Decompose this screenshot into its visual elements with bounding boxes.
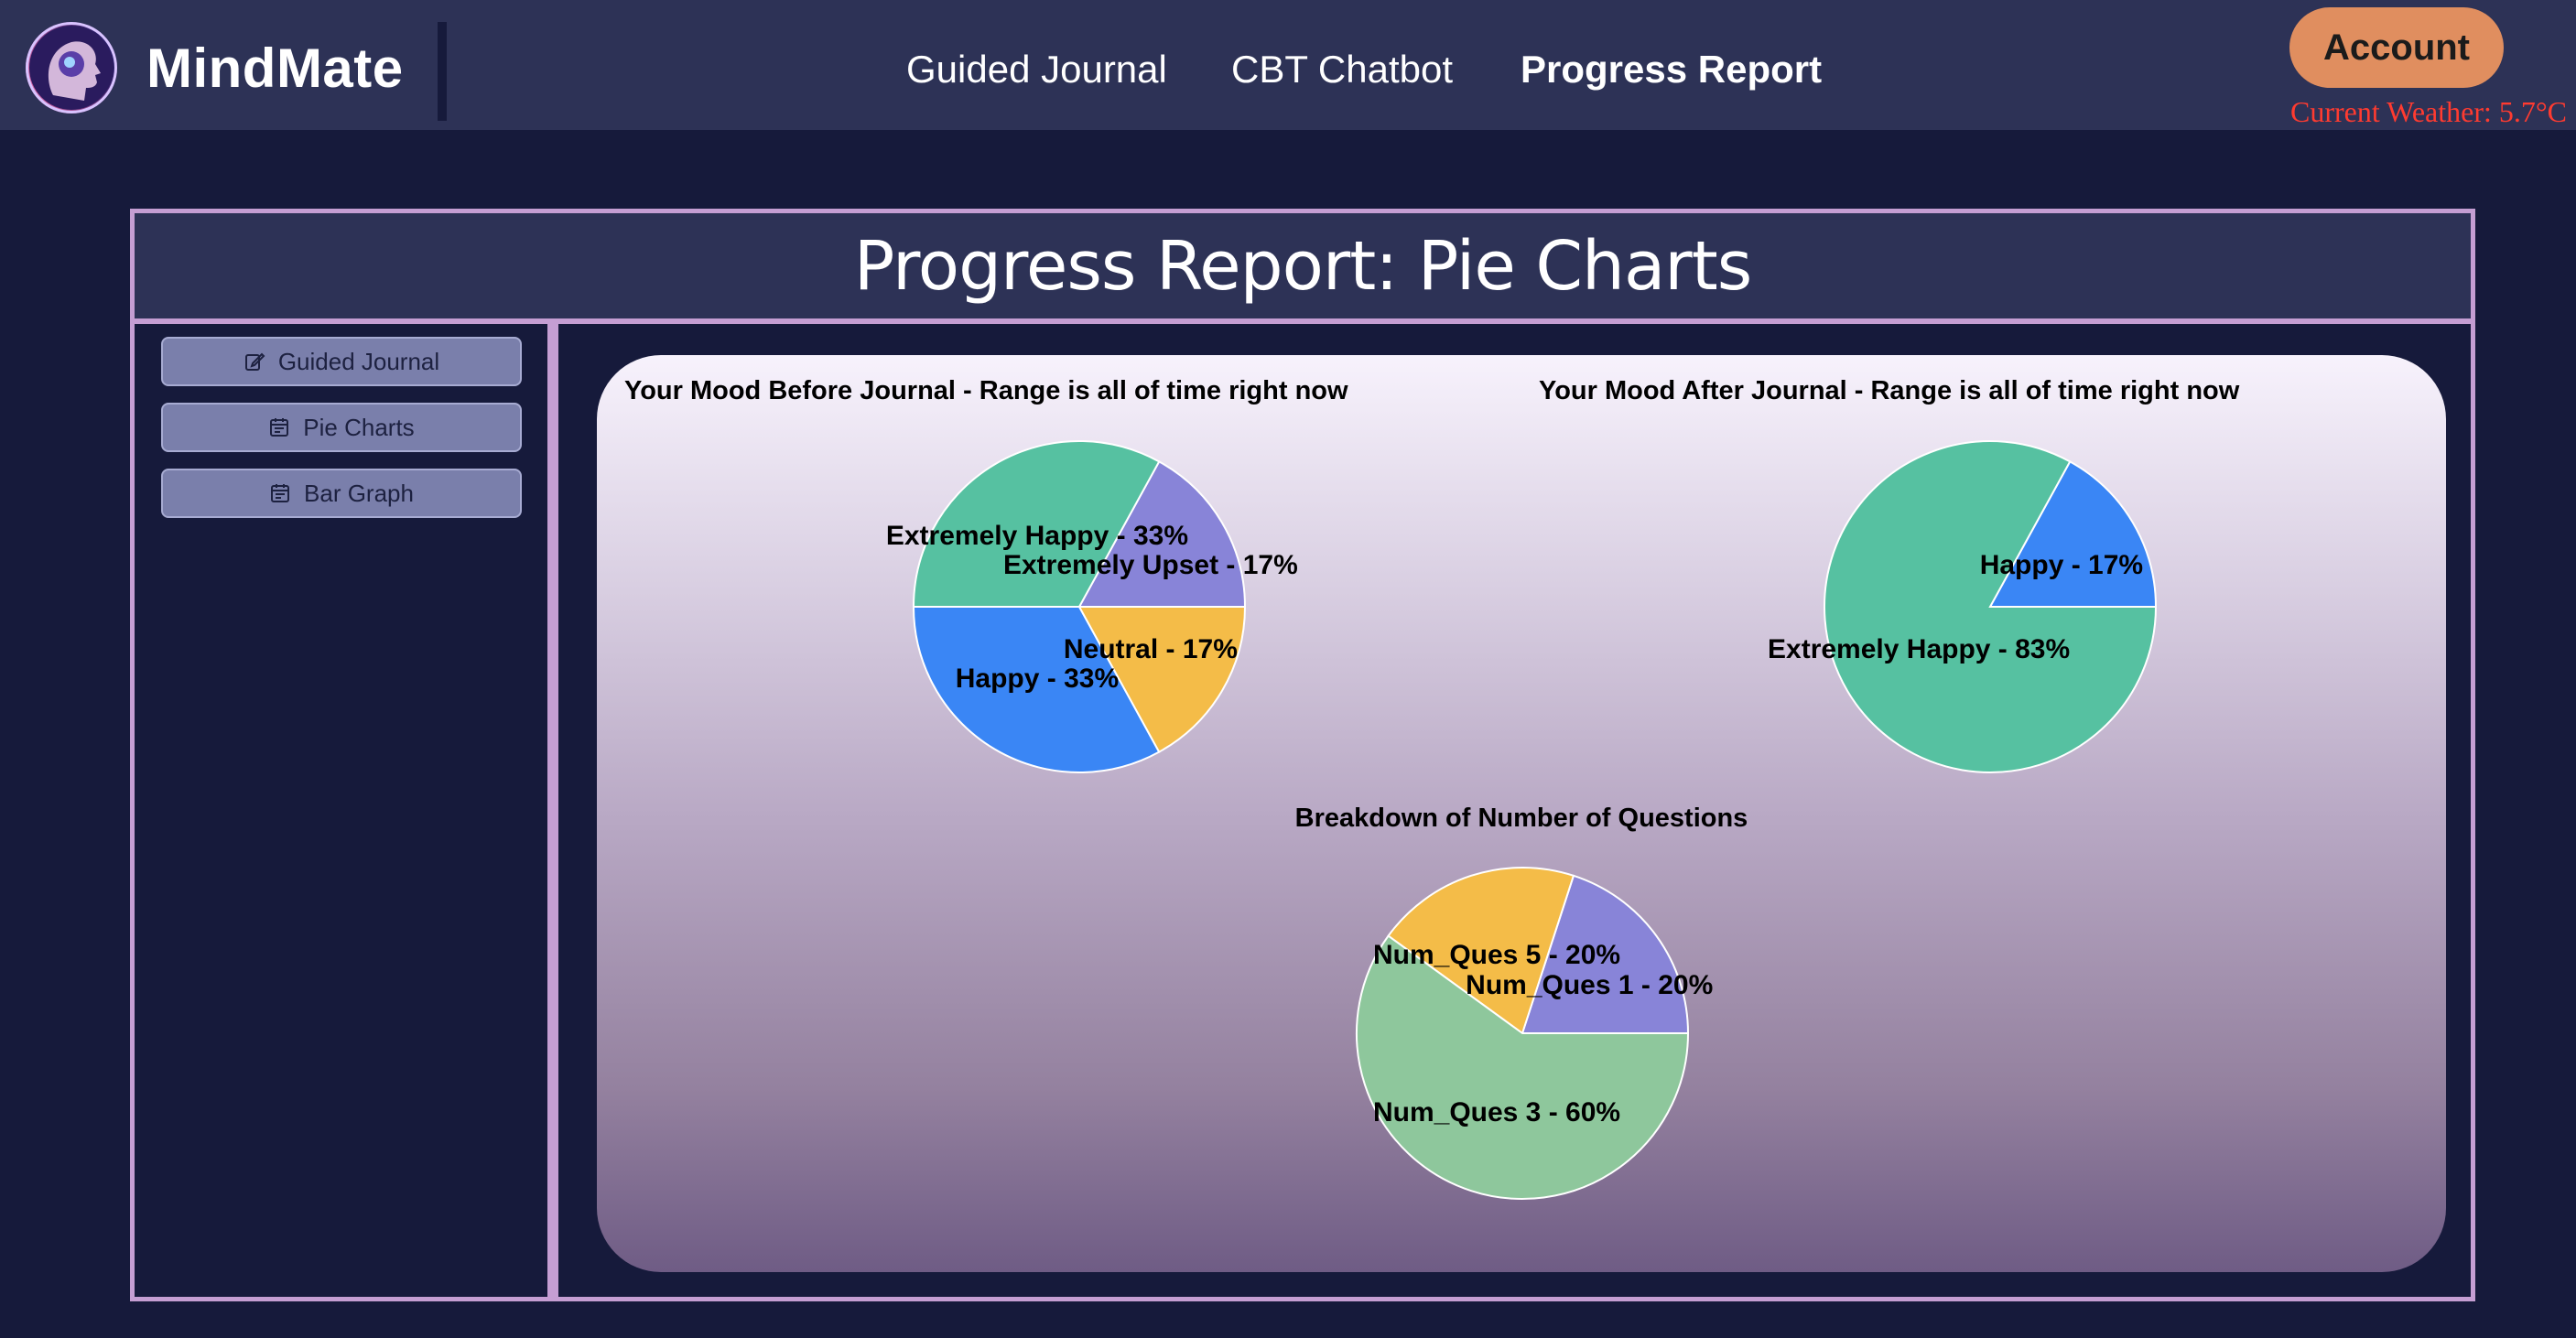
pie-slice-num-ques-1[interactable] (1521, 874, 1690, 1034)
edit-icon (244, 352, 265, 371)
report-header (135, 213, 2471, 318)
chart-title-questions: Breakdown of Number of Questions (1295, 804, 1748, 833)
slice-label-happy: Happy - 17% (1980, 550, 2143, 580)
header-divider (135, 318, 2471, 324)
pie-mood-before: Extremely Upset - 17%Extremely Happy - 3… (886, 440, 1298, 773)
sidebar-item-label: Bar Graph (304, 479, 414, 507)
slice-label-happy: Happy - 33% (956, 664, 1119, 694)
brand-divider (438, 22, 447, 121)
brand-name[interactable]: MindMate (146, 38, 404, 99)
slice-label-num-ques-3: Num_Ques 3 - 60% (1373, 1097, 1620, 1128)
mindmate-logo[interactable] (26, 22, 117, 113)
slice-label-extremely-happy: Extremely Happy - 83% (1768, 634, 2070, 664)
slice-label-num-ques-1: Num_Ques 1 - 20% (1466, 970, 1713, 1000)
sidebar-divider (547, 324, 558, 1300)
sidebar-item-label: Pie Charts (303, 413, 415, 441)
head-silhouette-icon (29, 26, 114, 110)
top-navbar (0, 0, 2576, 130)
pie-slice-happy[interactable] (912, 606, 1161, 773)
sidebar-item-label: Guided Journal (277, 347, 440, 375)
account-button[interactable]: Account (2289, 7, 2504, 88)
slice-label-extremely-upset: Extremely Upset - 17% (1003, 550, 1298, 580)
pie-slice-num-ques-5[interactable] (1387, 867, 1575, 1035)
pie-slice-num-ques-3[interactable] (1356, 934, 1690, 1200)
sidebar-item-pie-charts[interactable]: Pie Charts (161, 403, 522, 452)
pie-slice-extremely-upset[interactable] (1077, 460, 1247, 608)
sidebar-item-bar-graph[interactable]: Bar Graph (161, 469, 522, 518)
page-title: Progress Report: Pie Charts (853, 226, 1753, 306)
slice-label-extremely-happy: Extremely Happy - 33% (886, 521, 1188, 551)
nav-guided-journal[interactable]: Guided Journal (906, 48, 1167, 91)
slice-label-neutral: Neutral - 17% (1064, 634, 1238, 664)
pie-slice-neutral[interactable] (1077, 606, 1247, 753)
chart-title-mood-before: Your Mood Before Journal - Range is all … (624, 376, 1348, 405)
pie-slice-extremely-happy[interactable] (912, 440, 1161, 608)
calendar-icon (271, 484, 290, 502)
nav-cbt-chatbot[interactable]: CBT Chatbot (1231, 48, 1454, 91)
slice-label-num-ques-5: Num_Ques 5 - 20% (1373, 940, 1620, 970)
pie-slice-extremely-happy[interactable] (1824, 440, 2158, 773)
nav-progress-report[interactable]: Progress Report (1521, 48, 1823, 91)
pie-questions: Num_Ques 1 - 20%Num_Ques 5 - 20% Num_Ques… (1356, 867, 1713, 1200)
pie-mood-after: Happy - 17% Extremely Happy - 83% (1768, 440, 2158, 773)
pie-slice-happy[interactable] (1988, 460, 2158, 608)
pie-charts-canvas: Your Mood Before Journal - Range is all … (624, 376, 2240, 1200)
report-frame (130, 209, 2475, 1301)
calendar-icon (270, 418, 289, 437)
chart-title-mood-after: Your Mood After Journal - Range is all o… (1539, 376, 2240, 405)
chart-panel: Your Mood Before Journal - Range is all … (597, 355, 2446, 1272)
sidebar-item-guided-journal[interactable]: Guided Journal (161, 337, 522, 386)
weather-readout: Current Weather: 5.7°C (2290, 95, 2567, 128)
